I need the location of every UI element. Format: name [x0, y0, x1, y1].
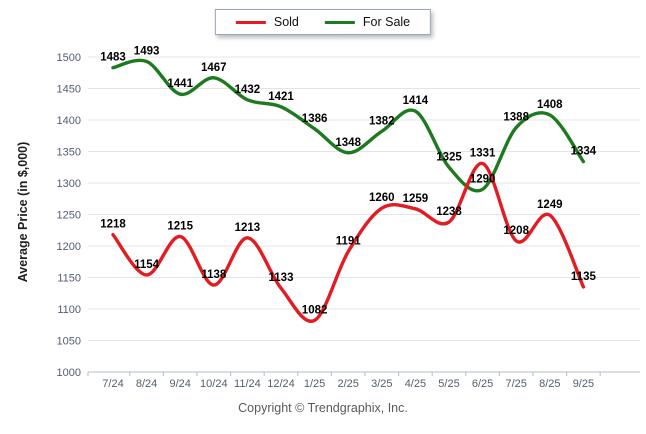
- x-tick-label: 3/25: [371, 378, 392, 390]
- data-label: 1325: [436, 151, 462, 163]
- data-label: 1260: [369, 192, 395, 204]
- x-tick-label: 12/24: [267, 378, 295, 390]
- y-axis-title: Average Price (in $,000): [16, 141, 30, 283]
- data-label: 1154: [134, 259, 160, 271]
- data-label: 1331: [470, 147, 496, 159]
- data-label: 1213: [235, 222, 261, 234]
- legend-line-swatch: [235, 20, 266, 24]
- data-label: 1218: [100, 219, 126, 231]
- data-label: 1215: [167, 221, 193, 233]
- data-label: 1408: [537, 99, 563, 111]
- x-tick-label: 4/25: [405, 378, 426, 390]
- grid-lines: [87, 56, 640, 376]
- data-label: 1382: [369, 115, 395, 127]
- x-tick-label: 9/24: [169, 378, 190, 390]
- data-label: 1348: [335, 137, 361, 149]
- y-tick-label: 1150: [57, 273, 81, 285]
- legend-item-for-sale: For Sale: [324, 15, 411, 29]
- legend-line-swatch: [324, 20, 355, 24]
- y-tick-label: 1400: [57, 115, 81, 127]
- copyright-text: Copyright © Trendgraphix, Inc.: [238, 401, 408, 415]
- data-label: 1290: [470, 173, 496, 185]
- legend: Sold For Sale: [214, 9, 432, 35]
- legend-item-sold: Sold: [235, 15, 299, 29]
- x-tick-label: 11/24: [234, 378, 261, 390]
- y-tick-labels: 1000 1050 1100 1150 1200 1250 1300 1350 1400 1450…: [57, 52, 81, 379]
- y-tick-label: 1350: [57, 147, 81, 159]
- data-label: 1259: [403, 193, 429, 205]
- series-line-for-sale: [111, 58, 586, 193]
- y-tick-label: 1050: [57, 336, 81, 348]
- data-label: 1208: [503, 225, 529, 237]
- data-label: 1467: [201, 62, 227, 74]
- data-label: 1483: [100, 52, 126, 64]
- data-label: 1238: [436, 206, 462, 218]
- x-tick-label: 8/25: [539, 378, 560, 390]
- x-tick-label: 9/25: [573, 378, 594, 390]
- data-label: 1249: [537, 199, 563, 211]
- data-label: 1135: [571, 271, 597, 283]
- data-label: 1414: [403, 95, 429, 107]
- x-tick-label: 2/25: [337, 378, 358, 390]
- series-line-sold: [111, 161, 586, 323]
- legend-label: Sold: [273, 15, 299, 29]
- y-tick-label: 1500: [57, 52, 81, 64]
- y-tick-label: 1000: [57, 367, 81, 379]
- y-tick-label: 1200: [57, 241, 81, 253]
- y-tick-label: 1250: [57, 210, 81, 222]
- data-label: 1133: [269, 272, 294, 284]
- data-label: 1493: [134, 45, 160, 57]
- data-label: 1441: [167, 78, 193, 90]
- x-tick-label: 1/25: [304, 378, 325, 390]
- y-tick-label: 1100: [57, 304, 81, 316]
- data-label: 1432: [235, 84, 261, 96]
- x-tick-labels: 7/24 8/24 9/24 10/24 11/24 12/24 1/25 2/25 3/25 4…: [102, 378, 594, 390]
- x-tick-label: 8/24: [136, 378, 157, 390]
- data-label: 1082: [302, 304, 328, 316]
- data-labels-sold: 1218 1154 1215 1138 1213 1133 1082 1191 1260 1259…: [100, 147, 596, 316]
- x-tick-label: 5/25: [438, 378, 459, 390]
- data-labels-for-sale: 1483 1493 1441 1467 1432 1421 1386 1348 1382 1414…: [100, 45, 597, 185]
- x-tick-label: 10/24: [200, 378, 228, 390]
- x-tick-label: 7/25: [505, 378, 526, 390]
- data-label: 1334: [571, 146, 597, 158]
- data-label: 1386: [302, 113, 328, 125]
- x-tick-label: 6/25: [472, 378, 493, 390]
- data-label: 1191: [336, 236, 362, 248]
- y-tick-label: 1300: [57, 178, 81, 190]
- y-tick-label: 1450: [57, 84, 81, 96]
- data-label: 1138: [201, 269, 227, 281]
- data-label: 1388: [503, 112, 529, 124]
- data-label: 1421: [268, 91, 294, 103]
- x-tick-label: 7/24: [102, 378, 123, 390]
- legend-label: For Sale: [362, 15, 411, 29]
